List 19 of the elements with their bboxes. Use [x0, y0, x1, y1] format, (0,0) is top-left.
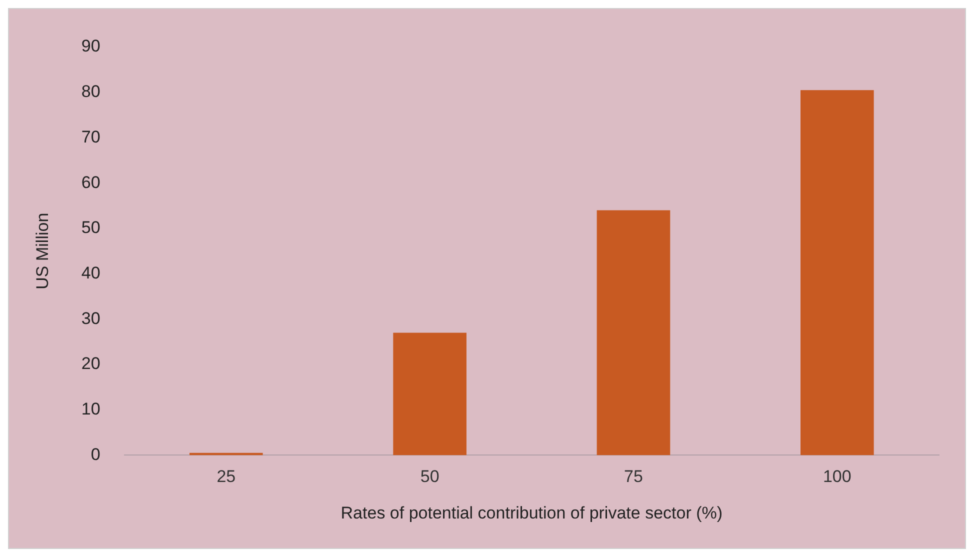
y-axis-title: US Million: [32, 212, 52, 290]
y-tick-label: 30: [81, 308, 100, 328]
y-tick-label: 20: [81, 354, 100, 374]
bar: [393, 332, 466, 456]
x-tick-label: 100: [822, 467, 852, 486]
y-tick-label: 50: [81, 218, 100, 238]
x-tick-label: 75: [624, 467, 643, 486]
y-tick-label: 0: [90, 444, 100, 464]
x-tick-label: 25: [216, 467, 236, 486]
y-tick-label: 40: [81, 263, 100, 282]
y-tick-label: 70: [81, 127, 100, 146]
y-tick-label: 60: [81, 172, 100, 192]
x-tick-label: 50: [420, 467, 440, 486]
bar: [596, 210, 670, 456]
x-axis-title: Rates of potential contribution of private sector (%): [340, 503, 723, 522]
y-tick-label: 90: [81, 36, 100, 56]
y-tick-label: 80: [81, 82, 100, 102]
bar: [800, 90, 874, 456]
y-tick-label: 10: [81, 400, 100, 419]
